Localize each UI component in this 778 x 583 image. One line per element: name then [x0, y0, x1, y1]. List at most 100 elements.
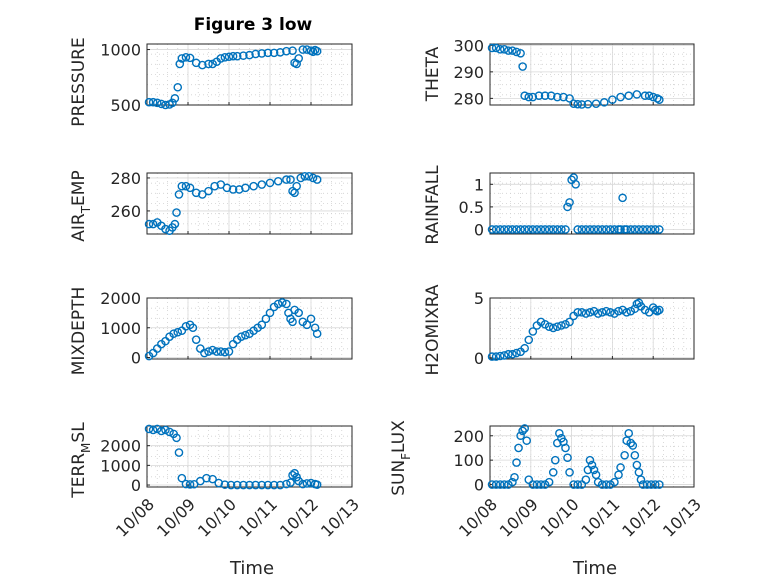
data-point	[195, 344, 205, 353]
data-point	[265, 178, 275, 188]
data-point	[638, 225, 648, 234]
data-point	[161, 425, 170, 435]
data-point	[587, 460, 597, 470]
data-point	[228, 185, 238, 194]
data-point	[288, 470, 297, 480]
data-point	[152, 424, 162, 434]
data-point	[561, 225, 570, 234]
data-point	[306, 478, 316, 488]
data-point	[508, 349, 517, 359]
data-point	[565, 94, 574, 103]
data-point	[638, 480, 648, 489]
ytick-label: 1	[474, 175, 484, 194]
data-point	[312, 329, 322, 339]
data-point	[491, 43, 501, 53]
data-point	[257, 320, 267, 330]
data-point	[616, 463, 625, 472]
data-point	[288, 186, 297, 196]
xtick-label: 10/13	[659, 495, 705, 541]
data-point	[148, 219, 158, 229]
ylabel-terr-msl: TERRMSL	[69, 422, 93, 499]
ylabel-mixdepth: MIXDEPTH	[69, 287, 89, 376]
data-point	[553, 225, 562, 234]
ylabel-terr-c: SL	[69, 422, 89, 443]
data-point	[495, 45, 505, 54]
data-point	[241, 183, 250, 193]
data-point	[553, 92, 562, 102]
data-point	[292, 181, 301, 191]
data-point	[544, 477, 554, 487]
data-point	[546, 91, 556, 101]
data-point	[606, 308, 615, 317]
data-point	[185, 183, 195, 193]
axes-frame	[146, 172, 353, 235]
data-point	[512, 458, 521, 467]
data-point	[618, 193, 627, 203]
data-point	[630, 450, 640, 460]
data-point	[626, 225, 636, 234]
axes-mixdepth: 0 1000 2000	[100, 289, 353, 368]
data-point	[273, 176, 283, 186]
data-point	[208, 345, 217, 355]
data-point	[650, 480, 660, 489]
data-point	[208, 59, 217, 69]
ytick-label: 280	[453, 89, 484, 108]
data-point	[652, 94, 662, 103]
xlabel-right: Time	[572, 558, 617, 579]
data-point	[608, 95, 617, 104]
data-point	[148, 425, 158, 435]
data-point	[597, 225, 607, 234]
data-point	[516, 225, 525, 234]
data-point	[212, 347, 221, 356]
data-point	[508, 225, 517, 234]
data-point	[504, 349, 513, 359]
data-point	[298, 479, 308, 489]
xtick-label: 10/11	[577, 495, 623, 541]
data-point	[261, 314, 271, 324]
data-point	[495, 480, 505, 489]
data-point	[534, 91, 544, 101]
data-point	[191, 188, 201, 198]
data-point	[655, 95, 664, 104]
data-point	[300, 171, 310, 181]
data-point	[165, 427, 174, 437]
ylabel-air-temp-sub: T	[79, 205, 93, 214]
data-point	[239, 51, 248, 60]
data-point	[642, 480, 652, 489]
data-point	[528, 480, 538, 489]
data-point	[520, 91, 529, 101]
ylabel-air-temp-c: EMP	[69, 170, 89, 206]
data-point	[144, 219, 154, 229]
data-point	[308, 47, 318, 57]
data-point	[522, 436, 532, 445]
data-point	[239, 480, 248, 490]
data-point	[528, 327, 538, 336]
data-point	[306, 314, 316, 324]
data-point	[569, 480, 578, 489]
data-point	[200, 348, 209, 358]
xtick-label: 10/10	[194, 495, 240, 541]
data-point	[487, 43, 497, 53]
ytick-label: 0	[131, 476, 141, 495]
data-point	[216, 347, 226, 356]
data-point	[508, 477, 517, 487]
data-point	[524, 225, 534, 234]
data-point	[308, 173, 318, 183]
data-point	[544, 322, 554, 332]
data-point	[581, 225, 591, 234]
data-point	[499, 225, 509, 234]
data-point	[286, 175, 295, 184]
axes-frame	[146, 43, 353, 106]
ytick-label: 2000	[100, 437, 141, 456]
ylabel-sun-flux: SUNFLUX	[389, 420, 413, 496]
data-point	[495, 351, 505, 361]
xtick-label: 10/08	[455, 495, 501, 541]
ytick-label: 200	[453, 427, 484, 446]
data-point	[601, 480, 611, 489]
axes-sun-flux: 0 100 200	[453, 424, 695, 495]
ytick-label: 260	[110, 202, 141, 221]
data-point	[555, 429, 564, 438]
data-point	[173, 327, 183, 337]
data-point	[204, 186, 213, 196]
